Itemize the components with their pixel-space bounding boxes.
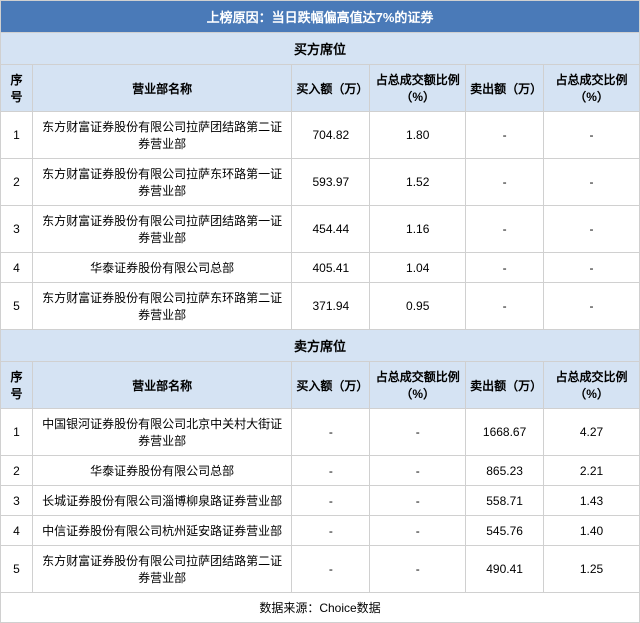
table-row: 1东方财富证券股份有限公司拉萨团结路第二证券营业部704.821.80-- xyxy=(1,112,640,159)
cell-sell-amt: 545.76 xyxy=(466,516,544,546)
buyers-section-label: 买方席位 xyxy=(1,33,640,65)
header-sell-pct: 占总成交比例（%） xyxy=(544,65,640,112)
cell-buy-pct: 1.04 xyxy=(370,253,466,283)
cell-buy-amt: - xyxy=(292,409,370,456)
cell-buy-pct: 1.52 xyxy=(370,159,466,206)
header-name: 营业部名称 xyxy=(32,65,291,112)
cell-buy-amt: 371.94 xyxy=(292,283,370,330)
cell-buy-amt: 704.82 xyxy=(292,112,370,159)
cell-idx: 4 xyxy=(1,516,33,546)
cell-sell-amt: - xyxy=(466,253,544,283)
cell-sell-pct: - xyxy=(544,159,640,206)
cell-sell-pct: 4.27 xyxy=(544,409,640,456)
cell-buy-pct: - xyxy=(370,486,466,516)
cell-idx: 2 xyxy=(1,159,33,206)
table-row: 2东方财富证券股份有限公司拉萨东环路第一证券营业部593.971.52-- xyxy=(1,159,640,206)
cell-name: 华泰证券股份有限公司总部 xyxy=(32,456,291,486)
cell-buy-pct: 1.80 xyxy=(370,112,466,159)
cell-idx: 1 xyxy=(1,409,33,456)
securities-table: 上榜原因：当日跌幅偏高值达7%的证券 买方席位 序号 营业部名称 买入额（万） … xyxy=(0,0,640,623)
cell-buy-amt: - xyxy=(292,486,370,516)
table-container: 上榜原因：当日跌幅偏高值达7%的证券 买方席位 序号 营业部名称 买入额（万） … xyxy=(0,0,640,623)
cell-buy-amt: 454.44 xyxy=(292,206,370,253)
table-row: 5东方财富证券股份有限公司拉萨东环路第二证券营业部371.940.95-- xyxy=(1,283,640,330)
header-name: 营业部名称 xyxy=(32,362,291,409)
cell-idx: 5 xyxy=(1,283,33,330)
cell-sell-pct: 1.25 xyxy=(544,546,640,593)
cell-name: 东方财富证券股份有限公司拉萨团结路第二证券营业部 xyxy=(32,546,291,593)
cell-sell-amt: 558.71 xyxy=(466,486,544,516)
cell-name: 东方财富证券股份有限公司拉萨东环路第一证券营业部 xyxy=(32,159,291,206)
header-sell-amt: 卖出额（万） xyxy=(466,65,544,112)
cell-sell-pct: - xyxy=(544,112,640,159)
header-idx: 序号 xyxy=(1,65,33,112)
cell-sell-amt: 1668.67 xyxy=(466,409,544,456)
cell-buy-amt: - xyxy=(292,546,370,593)
header-buy-amt: 买入额（万） xyxy=(292,65,370,112)
cell-idx: 1 xyxy=(1,112,33,159)
cell-buy-pct: - xyxy=(370,409,466,456)
header-buy-amt: 买入额（万） xyxy=(292,362,370,409)
cell-sell-pct: 1.40 xyxy=(544,516,640,546)
cell-sell-pct: - xyxy=(544,283,640,330)
cell-idx: 4 xyxy=(1,253,33,283)
table-row: 4华泰证券股份有限公司总部405.411.04-- xyxy=(1,253,640,283)
cell-name: 东方财富证券股份有限公司拉萨团结路第二证券营业部 xyxy=(32,112,291,159)
table-row: 5东方财富证券股份有限公司拉萨团结路第二证券营业部--490.411.25 xyxy=(1,546,640,593)
cell-sell-amt: - xyxy=(466,112,544,159)
cell-idx: 5 xyxy=(1,546,33,593)
cell-buy-pct: - xyxy=(370,456,466,486)
cell-sell-pct: 2.21 xyxy=(544,456,640,486)
table-row: 1中国银河证券股份有限公司北京中关村大街证券营业部--1668.674.27 xyxy=(1,409,640,456)
cell-sell-amt: - xyxy=(466,159,544,206)
cell-name: 华泰证券股份有限公司总部 xyxy=(32,253,291,283)
cell-sell-amt: 865.23 xyxy=(466,456,544,486)
cell-name: 中国银河证券股份有限公司北京中关村大街证券营业部 xyxy=(32,409,291,456)
header-buy-pct: 占总成交额比例（%） xyxy=(370,65,466,112)
cell-sell-pct: - xyxy=(544,206,640,253)
cell-sell-amt: 490.41 xyxy=(466,546,544,593)
cell-sell-pct: 1.43 xyxy=(544,486,640,516)
cell-sell-pct: - xyxy=(544,253,640,283)
cell-buy-amt: - xyxy=(292,516,370,546)
table-row: 2华泰证券股份有限公司总部--865.232.21 xyxy=(1,456,640,486)
header-idx: 序号 xyxy=(1,362,33,409)
header-buy-pct: 占总成交额比例（%） xyxy=(370,362,466,409)
data-source: 数据来源：Choice数据 xyxy=(1,593,640,623)
cell-buy-amt: 405.41 xyxy=(292,253,370,283)
header-sell-amt: 卖出额（万） xyxy=(466,362,544,409)
cell-name: 东方财富证券股份有限公司拉萨团结路第一证券营业部 xyxy=(32,206,291,253)
table-title: 上榜原因：当日跌幅偏高值达7%的证券 xyxy=(1,1,640,33)
header-sell-pct: 占总成交比例（%） xyxy=(544,362,640,409)
table-row: 3长城证券股份有限公司淄博柳泉路证券营业部--558.711.43 xyxy=(1,486,640,516)
cell-name: 中信证券股份有限公司杭州延安路证券营业部 xyxy=(32,516,291,546)
table-row: 4中信证券股份有限公司杭州延安路证券营业部--545.761.40 xyxy=(1,516,640,546)
cell-buy-pct: 0.95 xyxy=(370,283,466,330)
cell-name: 东方财富证券股份有限公司拉萨东环路第二证券营业部 xyxy=(32,283,291,330)
cell-idx: 2 xyxy=(1,456,33,486)
cell-buy-amt: - xyxy=(292,456,370,486)
cell-buy-pct: - xyxy=(370,546,466,593)
sellers-section-label: 卖方席位 xyxy=(1,330,640,362)
table-row: 3东方财富证券股份有限公司拉萨团结路第一证券营业部454.441.16-- xyxy=(1,206,640,253)
cell-sell-amt: - xyxy=(466,283,544,330)
cell-buy-pct: 1.16 xyxy=(370,206,466,253)
cell-buy-pct: - xyxy=(370,516,466,546)
cell-buy-amt: 593.97 xyxy=(292,159,370,206)
cell-idx: 3 xyxy=(1,486,33,516)
cell-sell-amt: - xyxy=(466,206,544,253)
cell-name: 长城证券股份有限公司淄博柳泉路证券营业部 xyxy=(32,486,291,516)
cell-idx: 3 xyxy=(1,206,33,253)
